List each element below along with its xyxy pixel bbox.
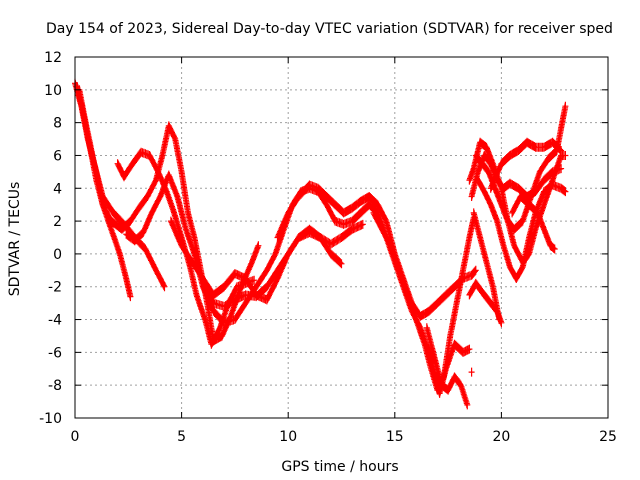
data-series — [468, 367, 475, 377]
series-markers — [423, 323, 471, 410]
data-series — [466, 278, 505, 328]
data-series — [423, 323, 471, 410]
series-markers — [72, 78, 262, 346]
data-series — [72, 78, 262, 346]
y-axis-title: SDTVAR / TECUs — [7, 182, 23, 297]
series-markers — [472, 101, 569, 234]
series-markers — [167, 216, 345, 305]
y-tick-label: 0 — [53, 247, 62, 263]
y-tick-label: 8 — [53, 116, 62, 132]
series-markers — [468, 367, 475, 377]
plot-frame — [74, 56, 609, 419]
y-tick-label: -8 — [48, 378, 62, 394]
y-tick-label: 10 — [44, 83, 62, 99]
y-tick-label: -10 — [39, 411, 62, 427]
series-markers — [509, 192, 558, 254]
x-tick-label: 25 — [599, 429, 617, 445]
chart-title: Day 154 of 2023, Sidereal Day-to-day VTE… — [46, 21, 613, 37]
y-tick-label: 4 — [53, 181, 62, 197]
series-markers — [466, 278, 505, 328]
x-tick-label: 20 — [492, 429, 510, 445]
data-series — [274, 180, 479, 321]
y-tick-label: -6 — [48, 345, 62, 361]
data-series — [370, 208, 477, 395]
y-tick-label: 6 — [53, 148, 62, 164]
y-tick-label: 2 — [53, 214, 62, 230]
data-series — [509, 192, 558, 254]
series-markers — [274, 180, 479, 321]
y-tick-label: -4 — [48, 313, 62, 329]
grid — [75, 57, 608, 418]
y-tick-label: -2 — [48, 280, 62, 296]
x-tick-label: 0 — [71, 429, 80, 445]
data-series — [487, 137, 565, 193]
data-series — [472, 101, 569, 234]
series-markers — [123, 170, 366, 311]
data-series — [167, 216, 345, 305]
data-series-group — [72, 78, 569, 410]
series-markers — [487, 137, 565, 193]
y-tick-label: 12 — [44, 50, 62, 66]
series-markers — [370, 208, 477, 395]
data-series — [123, 170, 366, 311]
x-axis-title: GPS time / hours — [281, 459, 398, 475]
x-tick-label: 10 — [279, 429, 297, 445]
x-tick-label: 5 — [177, 429, 186, 445]
x-tick-label: 15 — [386, 429, 404, 445]
